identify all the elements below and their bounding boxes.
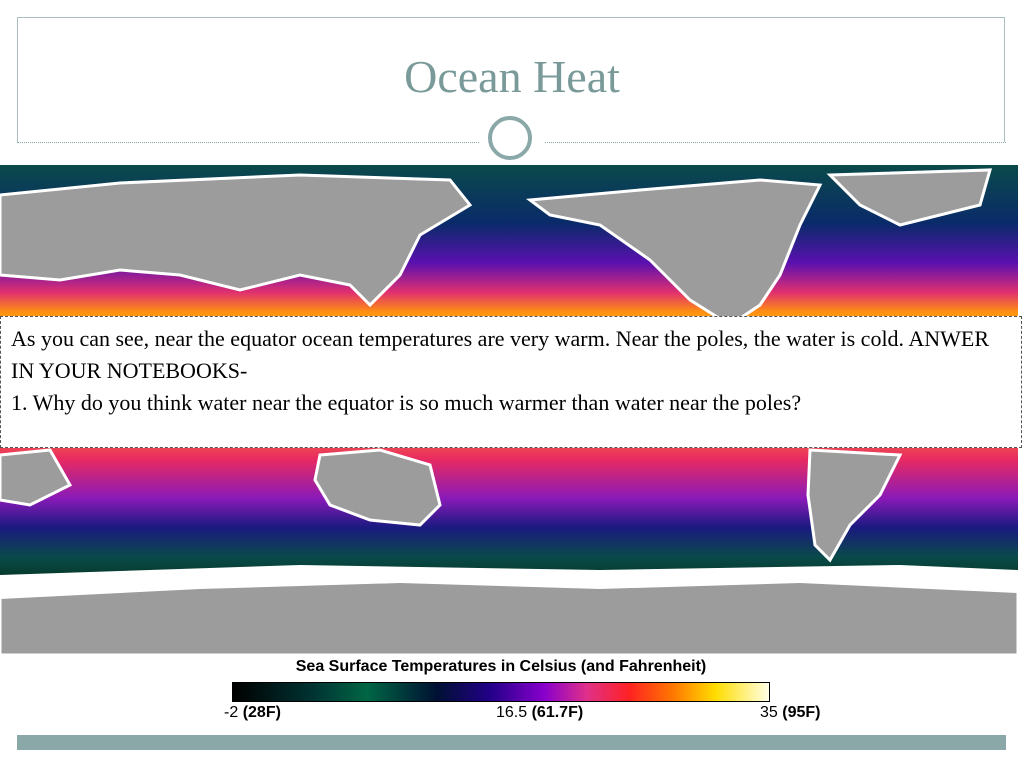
scale-value: 35 bbox=[760, 704, 778, 721]
footer-bar bbox=[17, 735, 1006, 750]
divider-ornament bbox=[488, 116, 532, 160]
slide-title: Ocean Heat bbox=[404, 51, 620, 102]
divider bbox=[17, 142, 479, 143]
divider bbox=[545, 142, 1006, 143]
scale-unit: (95F) bbox=[782, 704, 821, 721]
sea-ice bbox=[0, 565, 1018, 599]
scale-value: 16.5 bbox=[496, 704, 528, 721]
scale-unit: (28F) bbox=[242, 704, 281, 721]
paragraph: As you can see, near the equator ocean t… bbox=[11, 326, 989, 383]
scale-mid: 16.5 (61.7F) bbox=[496, 704, 583, 722]
scale-value: -2 bbox=[224, 704, 239, 721]
legend-title: Sea Surface Temperatures in Celsius (and… bbox=[295, 658, 707, 675]
scale-min: -2 (28F) bbox=[224, 704, 281, 722]
color-scale bbox=[232, 682, 770, 702]
paragraph: 1. Why do you think water near the equat… bbox=[11, 390, 802, 415]
question-box: As you can see, near the equator ocean t… bbox=[0, 316, 1022, 448]
scale-max: 35 (95F) bbox=[760, 704, 820, 722]
title-frame bbox=[17, 17, 1005, 142]
scale-unit: (61.7F) bbox=[531, 704, 584, 721]
